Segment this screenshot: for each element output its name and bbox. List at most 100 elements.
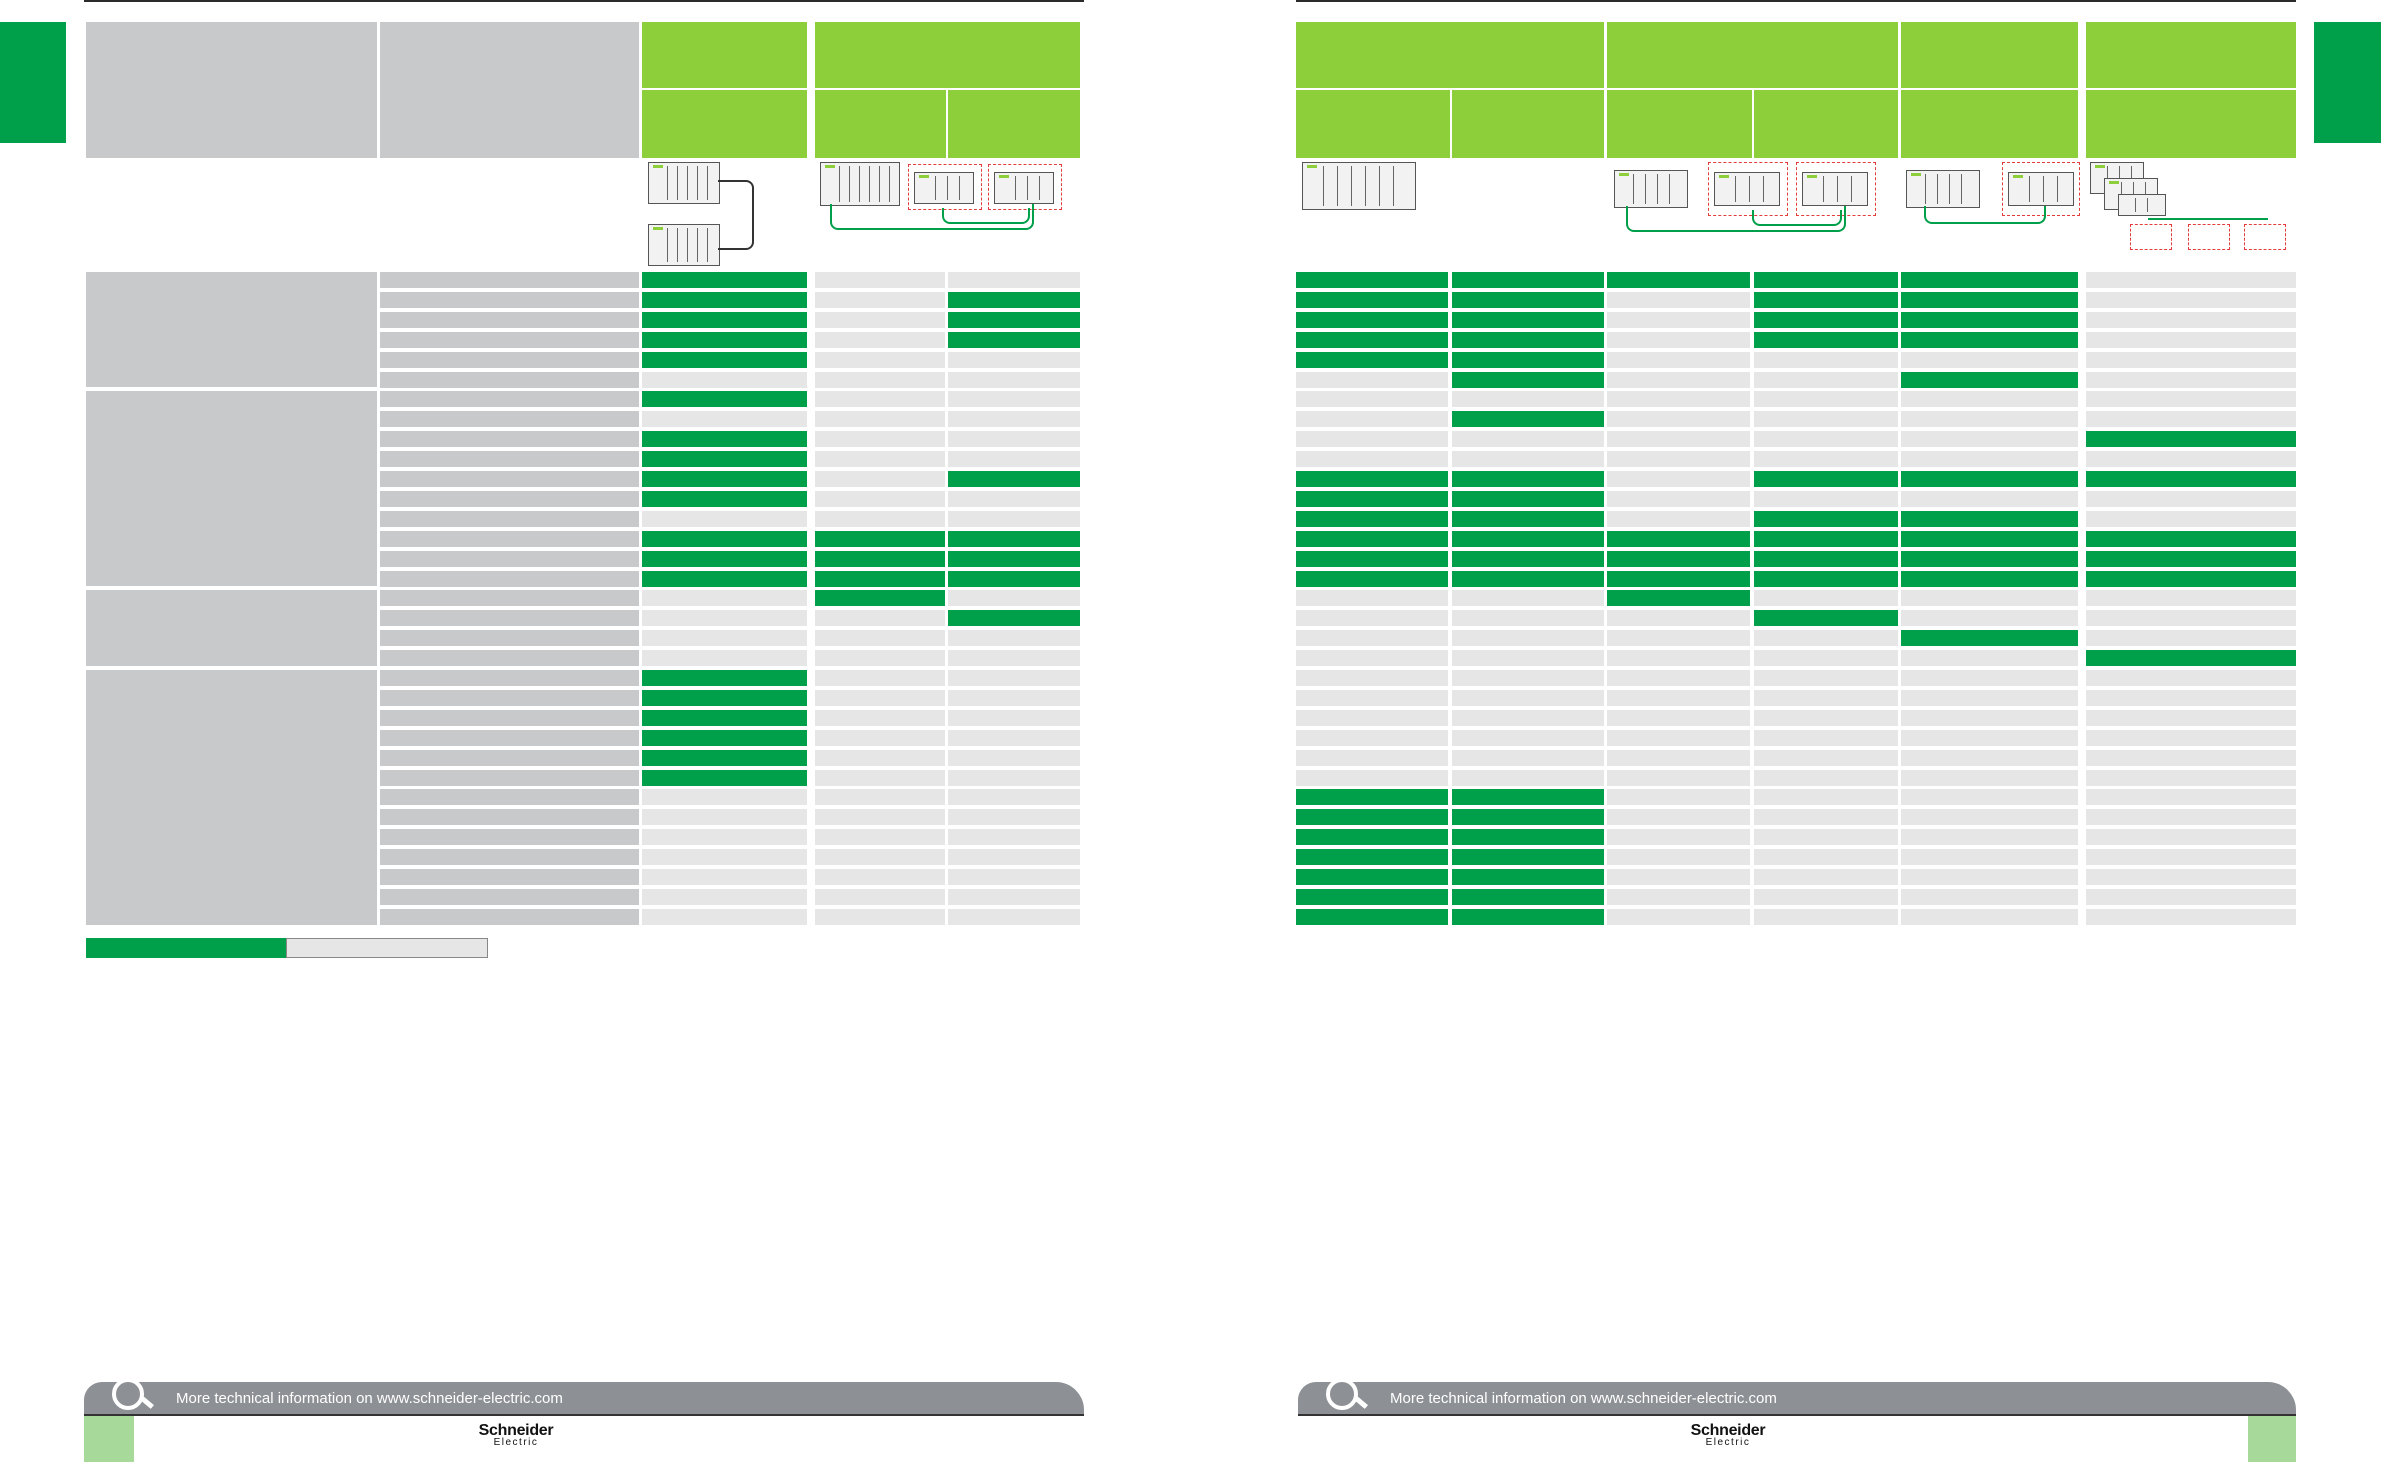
- row-label-cell: [380, 849, 639, 865]
- plc-rack-image: [1614, 170, 1688, 208]
- matrix-cell: [1296, 889, 1448, 905]
- matrix-cell: [1754, 590, 1898, 606]
- matrix-cell: [2086, 471, 2296, 487]
- matrix-cell: [642, 332, 807, 348]
- matrix-cell: [948, 411, 1080, 427]
- matrix-cell: [1607, 272, 1750, 288]
- matrix-cell: [815, 332, 945, 348]
- matrix-cell: [1296, 531, 1448, 547]
- matrix-cell: [1296, 292, 1448, 308]
- matrix-cell: [1452, 431, 1604, 447]
- matrix-cell: [1296, 690, 1448, 706]
- footer-link-text[interactable]: More technical information on www.schnei…: [176, 1390, 563, 1407]
- matrix-cell: [2086, 292, 2296, 308]
- schneider-logo: Schneider Electric: [468, 1422, 564, 1448]
- matrix-cell: [1607, 571, 1750, 587]
- matrix-cell: [815, 849, 945, 865]
- plc-rack-image: [914, 172, 974, 204]
- matrix-cell: [1296, 670, 1448, 686]
- row-label-cell: [380, 869, 639, 885]
- row-label-cell: [380, 451, 639, 467]
- matrix-cell: [1901, 710, 2078, 726]
- matrix-cell: [815, 312, 945, 328]
- matrix-cell: [1754, 391, 1898, 407]
- matrix-cell: [1452, 411, 1604, 427]
- matrix-cell: [642, 511, 807, 527]
- matrix-cell: [2086, 889, 2296, 905]
- ring-network: [1924, 206, 2046, 224]
- matrix-cell: [1296, 431, 1448, 447]
- matrix-cell: [1607, 710, 1750, 726]
- matrix-cell: [1607, 809, 1750, 825]
- matrix-cell: [1901, 909, 2078, 925]
- matrix-cell: [815, 690, 945, 706]
- matrix-cell: [1296, 312, 1448, 328]
- matrix-cell: [1901, 551, 2078, 567]
- matrix-cell: [1452, 829, 1604, 845]
- matrix-cell: [2086, 411, 2296, 427]
- matrix-cell: [642, 352, 807, 368]
- matrix-cell: [2086, 630, 2296, 646]
- matrix-cell: [1754, 690, 1898, 706]
- row-label-cell: [380, 730, 639, 746]
- matrix-cell: [642, 372, 807, 388]
- matrix-cell: [1901, 531, 2078, 547]
- matrix-cell: [1296, 630, 1448, 646]
- matrix-cell: [948, 610, 1080, 626]
- matrix-cell: [642, 471, 807, 487]
- matrix-cell: [642, 431, 807, 447]
- matrix-cell: [2086, 391, 2296, 407]
- matrix-cell: [1296, 352, 1448, 368]
- matrix-cell: [1901, 829, 2078, 845]
- matrix-cell: [1452, 511, 1604, 527]
- matrix-cell: [1901, 391, 2078, 407]
- matrix-cell: [1754, 889, 1898, 905]
- matrix-cell: [815, 471, 945, 487]
- matrix-cell: [948, 491, 1080, 507]
- matrix-cell: [2086, 750, 2296, 766]
- matrix-cell: [948, 909, 1080, 925]
- matrix-cell: [1452, 451, 1604, 467]
- plc-rack-image: [2008, 172, 2074, 206]
- matrix-cell: [815, 411, 945, 427]
- matrix-cell: [1296, 571, 1448, 587]
- matrix-cell: [948, 471, 1080, 487]
- right-header-split-6: [2086, 88, 2296, 90]
- row-label-cell: [380, 292, 639, 308]
- matrix-cell: [815, 491, 945, 507]
- matrix-cell: [2086, 491, 2296, 507]
- matrix-cell: [948, 332, 1080, 348]
- left-header-grey-1: [86, 22, 377, 158]
- matrix-cell: [948, 650, 1080, 666]
- matrix-cell: [948, 730, 1080, 746]
- matrix-cell: [1754, 332, 1898, 348]
- matrix-cell: [1296, 770, 1448, 786]
- row-label-cell: [380, 391, 639, 407]
- matrix-cell: [1452, 650, 1604, 666]
- matrix-cell: [1607, 849, 1750, 865]
- matrix-cell: [1296, 391, 1448, 407]
- matrix-cell: [1452, 770, 1604, 786]
- matrix-cell: [642, 391, 807, 407]
- matrix-cell: [1607, 650, 1750, 666]
- right-header-green-3: [1901, 22, 2078, 158]
- matrix-cell: [1754, 372, 1898, 388]
- matrix-cell: [642, 690, 807, 706]
- matrix-cell: [1901, 312, 2078, 328]
- matrix-cell: [948, 431, 1080, 447]
- matrix-cell: [815, 670, 945, 686]
- matrix-cell: [815, 829, 945, 845]
- matrix-cell: [2086, 849, 2296, 865]
- row-label-cell: [380, 312, 639, 328]
- footer-link-text[interactable]: More technical information on www.schnei…: [1390, 1390, 1777, 1407]
- row-label-cell: [380, 590, 639, 606]
- matrix-cell: [1754, 750, 1898, 766]
- matrix-cell: [1754, 770, 1898, 786]
- matrix-cell: [1901, 451, 2078, 467]
- matrix-cell: [815, 750, 945, 766]
- plc-rack-image: [1906, 170, 1980, 208]
- matrix-cell: [948, 789, 1080, 805]
- matrix-cell: [815, 789, 945, 805]
- matrix-cell: [815, 571, 945, 587]
- matrix-cell: [815, 590, 945, 606]
